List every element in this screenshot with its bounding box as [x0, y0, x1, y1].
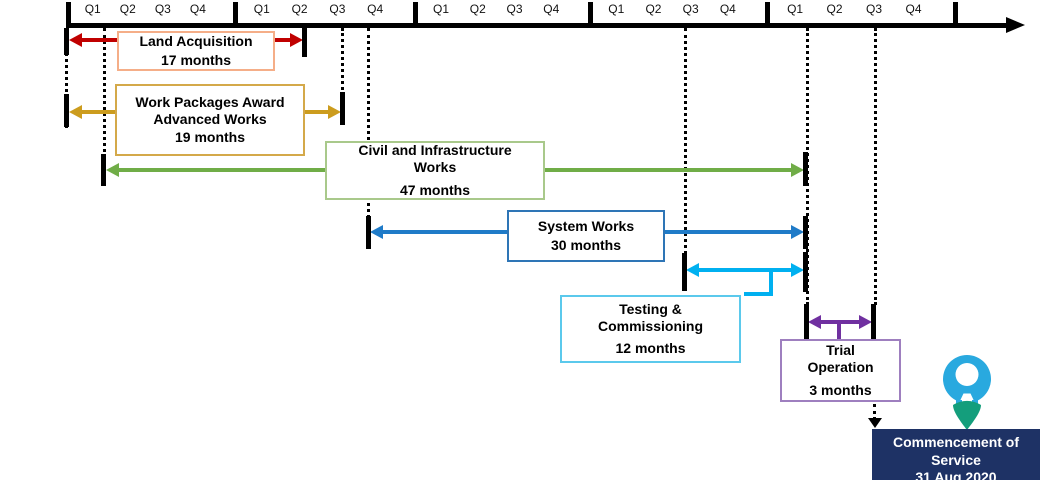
terminator-bar	[366, 216, 371, 249]
milestone-title-line2: Service	[931, 451, 981, 468]
quarter-label: Q2	[291, 2, 308, 16]
trial-operation-box: Trial Operation 3 months	[780, 339, 901, 402]
guide-line	[874, 28, 877, 305]
milestone-pointer-arrow-icon	[868, 418, 882, 428]
land-acquisition-box: Land Acquisition 17 months	[117, 31, 275, 71]
terminator-bar	[871, 304, 876, 339]
quarter-label: Q2	[645, 2, 662, 16]
terminator-bar	[803, 152, 808, 186]
testing-connector-horizontal	[744, 292, 773, 296]
guide-line	[103, 28, 106, 158]
civil-infrastructure-works-box: Civil and Infrastructure Works 47 months	[325, 141, 545, 200]
quarter-label: Q3	[506, 2, 523, 16]
quarter-label: Q3	[329, 2, 346, 16]
task-title-line2: Commissioning	[597, 317, 703, 334]
guide-line	[684, 28, 687, 254]
task-title: Civil and Infrastructure	[358, 142, 512, 159]
quarter-label: Q4	[719, 2, 736, 16]
terminator-bar	[340, 92, 345, 125]
task-title: Testing &	[619, 300, 682, 317]
milestone-pointer-shaft	[873, 404, 876, 420]
system-works-box: System Works 30 months	[507, 210, 665, 262]
guide-line	[65, 28, 68, 128]
task-duration: 17 months	[160, 52, 231, 68]
terminator-bar	[101, 154, 106, 186]
terminator-bar	[302, 28, 307, 57]
year-tick	[588, 2, 593, 28]
trial-connector-vertical	[837, 322, 841, 340]
task-duration: 12 months	[615, 340, 686, 357]
task-title: Trial	[826, 342, 855, 359]
work-packages-award-box: Work Packages Award Advanced Works 19 mo…	[115, 84, 305, 156]
terminator-bar	[64, 28, 69, 55]
milestone-date: 31 Aug 2020	[915, 469, 997, 480]
task-title: Land Acquisition	[139, 33, 253, 50]
year-tick	[66, 2, 71, 28]
year-tick	[765, 2, 770, 28]
quarter-label: Q4	[367, 2, 384, 16]
task-title: Work Packages Award	[135, 93, 285, 110]
task-title-line2: Advanced Works	[153, 110, 267, 127]
milestone-title: Commencement of	[892, 434, 1020, 450]
quarter-label: Q2	[469, 2, 486, 16]
testing-connector-vertical	[769, 272, 773, 296]
task-title: System Works	[537, 218, 635, 235]
task-duration: 3 months	[809, 381, 872, 398]
quarter-label: Q4	[905, 2, 922, 16]
testing-commissioning-box: Testing & Commissioning 12 months	[560, 295, 741, 363]
guide-line	[341, 28, 344, 95]
terminator-bar	[64, 94, 69, 127]
commencement-of-service-box: Commencement of Service 31 Aug 2020	[872, 429, 1040, 480]
year-tick	[413, 2, 418, 28]
axis-arrowhead-icon	[1006, 17, 1025, 33]
quarter-label: Q1	[253, 2, 270, 16]
terminator-bar	[803, 216, 808, 249]
quarter-label: Q2	[119, 2, 136, 16]
task-duration: 19 months	[174, 129, 245, 146]
quarter-label: Q3	[682, 2, 699, 16]
axis-line	[66, 23, 1010, 28]
task-duration: 30 months	[550, 237, 621, 253]
terminator-bar	[804, 304, 809, 339]
quarter-label: Q1	[608, 2, 625, 16]
quarter-label: Q1	[84, 2, 101, 16]
guide-line	[367, 28, 370, 218]
terminator-bar	[803, 252, 808, 292]
year-tick	[953, 2, 958, 28]
quarter-label: Q2	[826, 2, 843, 16]
quarter-label: Q4	[189, 2, 206, 16]
year-tick	[233, 2, 238, 28]
quarter-label: Q3	[866, 2, 883, 16]
task-title-line2: Operation	[807, 359, 874, 376]
quarter-label: Q4	[543, 2, 560, 16]
testing-commissioning-arrow	[686, 263, 804, 277]
task-title-line2: Works	[413, 159, 457, 176]
quarter-label: Q1	[787, 2, 804, 16]
quarter-label: Q3	[154, 2, 171, 16]
task-duration: 47 months	[399, 181, 470, 198]
location-pin-icon	[943, 355, 991, 430]
quarter-label: Q1	[432, 2, 450, 16]
terminator-bar	[682, 253, 687, 291]
